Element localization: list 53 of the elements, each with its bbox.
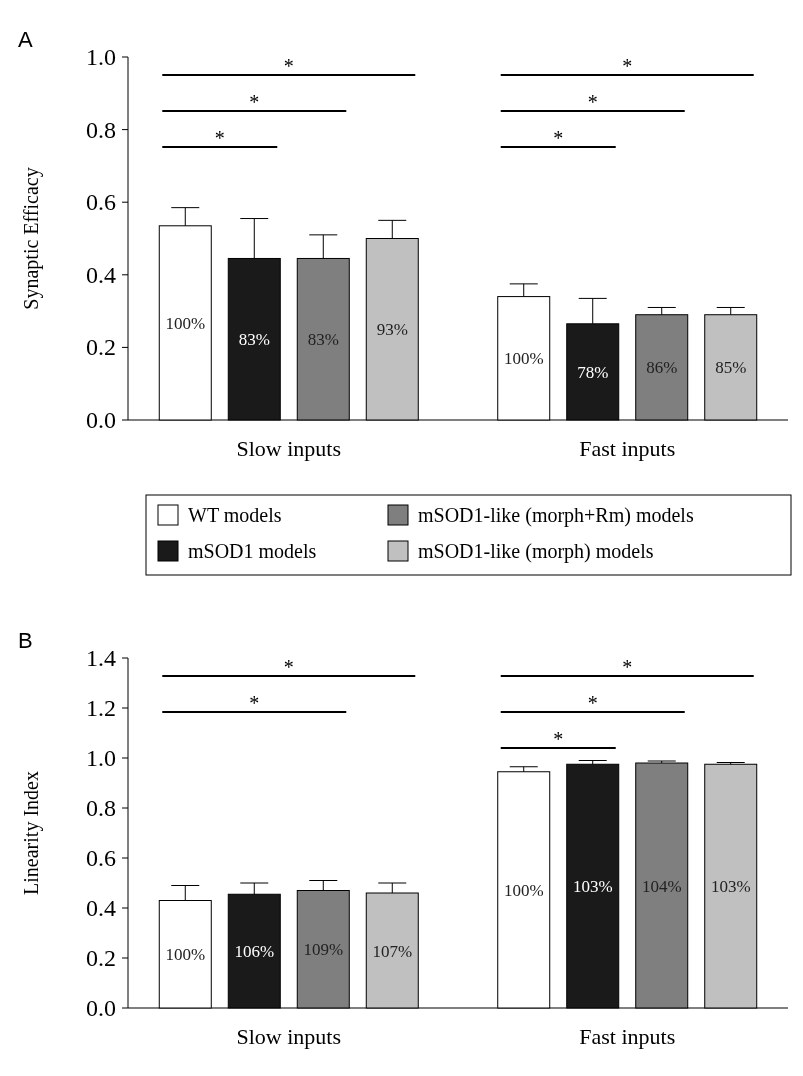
y-tick-label: 0.0 bbox=[86, 995, 116, 1021]
annotation: 93% bbox=[376, 320, 408, 340]
annotation: * bbox=[249, 692, 260, 714]
annotation: 100% bbox=[165, 945, 206, 965]
annotation: * bbox=[622, 656, 633, 678]
legend-label: mSOD1-like (morph+Rm) models bbox=[418, 504, 694, 527]
y-tick-label: 1.0 bbox=[86, 44, 116, 70]
annotation: 78% bbox=[577, 362, 609, 382]
y-tick-label: 0.2 bbox=[86, 334, 116, 361]
annotation: 103% bbox=[572, 877, 613, 897]
annotation: 83% bbox=[307, 330, 339, 350]
annotation: * bbox=[587, 692, 598, 714]
y-axis-title: Synaptic Efficacy bbox=[20, 167, 43, 310]
y-tick-label: 0.2 bbox=[86, 945, 116, 971]
y-tick-label: 0.6 bbox=[86, 845, 116, 871]
annotation: * bbox=[283, 656, 294, 678]
annotation: 107% bbox=[372, 941, 413, 961]
annotation: 100% bbox=[503, 349, 544, 369]
y-axis-title: Linearity Index bbox=[20, 771, 43, 895]
y-tick-label: 1.4 bbox=[86, 645, 116, 671]
annotation: 106% bbox=[234, 942, 275, 962]
annotation: * bbox=[553, 127, 564, 149]
y-tick-label: 0.8 bbox=[86, 116, 116, 143]
legend-label: mSOD1-like (morph) models bbox=[418, 540, 654, 563]
y-tick-label: 0.4 bbox=[86, 261, 116, 288]
annotation: 85% bbox=[715, 358, 747, 378]
chart-title: B bbox=[18, 628, 33, 653]
annotation: 83% bbox=[238, 330, 270, 350]
legend-label: mSOD1 models bbox=[188, 540, 317, 562]
annotation: * bbox=[587, 91, 598, 113]
x-tick-label: Slow inputs bbox=[236, 1024, 342, 1049]
chart-title: A bbox=[18, 27, 33, 52]
annotation: 103% bbox=[710, 877, 751, 897]
x-tick-label: Slow inputs bbox=[236, 436, 342, 461]
y-tick-label: 1.2 bbox=[86, 695, 116, 721]
x-tick-label: Fast inputs bbox=[579, 436, 676, 461]
annotation: * bbox=[622, 55, 633, 77]
annotation: 100% bbox=[165, 313, 206, 333]
y-tick-label: 0.0 bbox=[86, 407, 116, 433]
annotation: 86% bbox=[646, 358, 678, 378]
y-tick-label: 1.0 bbox=[86, 745, 116, 771]
annotation: 109% bbox=[303, 940, 344, 960]
y-tick-label: 0.4 bbox=[86, 895, 116, 921]
annotation: 104% bbox=[641, 876, 682, 896]
annotation: * bbox=[283, 55, 294, 77]
annotation: 100% bbox=[503, 880, 544, 900]
annotation: * bbox=[553, 728, 564, 750]
y-tick-label: 0.6 bbox=[86, 189, 116, 216]
y-tick-label: 0.8 bbox=[86, 795, 116, 821]
legend-label: WT models bbox=[188, 504, 282, 526]
annotation: * bbox=[214, 127, 225, 149]
x-tick-label: Fast inputs bbox=[579, 1024, 676, 1049]
annotation: * bbox=[249, 91, 260, 113]
